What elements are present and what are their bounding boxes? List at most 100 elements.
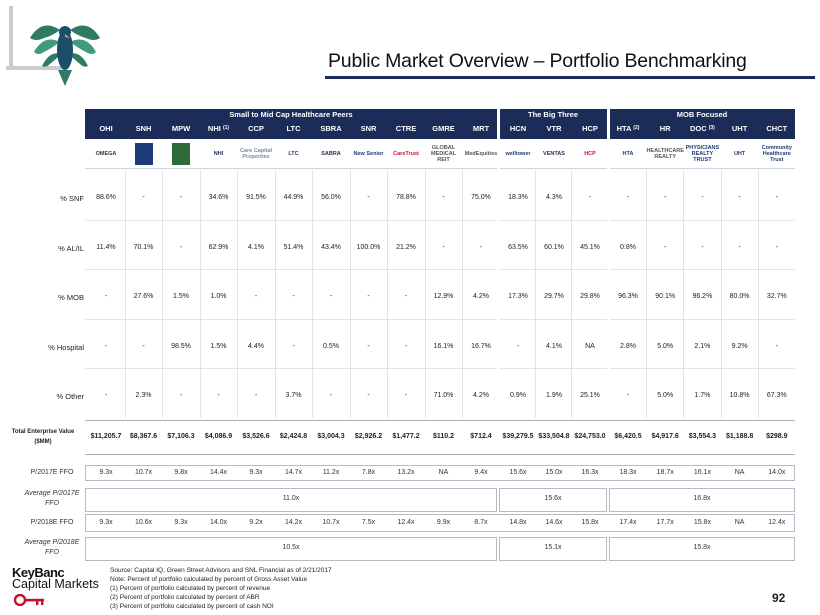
grid-vline bbox=[162, 170, 163, 418]
ticker-symbol: LTC bbox=[286, 124, 301, 133]
table-cell: 3.7% bbox=[285, 392, 302, 400]
average-value: 15.1x bbox=[544, 544, 562, 551]
ticker-symbol: CHCT bbox=[766, 124, 788, 133]
table-cell: 91.5% bbox=[246, 194, 266, 201]
ticker-sbra: SBRA bbox=[313, 120, 349, 137]
divider-above-tev bbox=[85, 420, 795, 421]
table-cell: 12.9% bbox=[433, 293, 454, 301]
multiple-value: 9.3x bbox=[249, 469, 263, 476]
average-box bbox=[609, 488, 795, 512]
multiple-value: 9.3x bbox=[99, 519, 113, 526]
group-separator bbox=[607, 109, 610, 419]
ticker-hcp: HCP bbox=[572, 120, 608, 137]
average-value: 11.0x bbox=[282, 495, 300, 502]
tev-value: $3,004.3 bbox=[317, 433, 345, 440]
multiple-value: 14.2x bbox=[284, 519, 303, 526]
tev-value: $11,205.7 bbox=[90, 433, 122, 440]
grid-hline bbox=[85, 219, 795, 221]
table-cell: 2.1% bbox=[694, 342, 711, 350]
title-underline bbox=[325, 76, 815, 79]
row-label: % MOB bbox=[58, 293, 84, 303]
average-box bbox=[609, 537, 795, 561]
ticker-ctre: CTRE bbox=[388, 120, 424, 137]
multiple-value: 10.7x bbox=[134, 469, 153, 476]
grid-vline bbox=[387, 170, 388, 418]
ticker-ltc: LTC bbox=[276, 120, 312, 137]
multiple-value: 14.4x bbox=[209, 469, 228, 476]
grid-hline bbox=[85, 269, 795, 271]
grid-vline bbox=[199, 170, 201, 418]
table-cell: 71.0% bbox=[433, 392, 454, 400]
multiple-value: 9.9x bbox=[436, 519, 451, 526]
tev-value: $1,477.2 bbox=[392, 433, 420, 440]
table-cell: 43.4% bbox=[321, 243, 341, 251]
header-band-mob bbox=[609, 109, 795, 139]
table-cell: 80.0% bbox=[729, 293, 750, 301]
group-separator bbox=[497, 109, 500, 419]
tev-value: $24,753.0 bbox=[574, 433, 606, 440]
brand-name: KeyBanc bbox=[12, 565, 65, 580]
company-logo: HEALTHCARE REALTY bbox=[646, 148, 684, 160]
tev-value: $2,926.2 bbox=[354, 433, 383, 440]
table-cell: 29.7% bbox=[544, 293, 564, 301]
table-cell: - bbox=[292, 342, 295, 350]
average-box bbox=[499, 537, 607, 561]
ticker-ccp: CCP bbox=[238, 120, 274, 137]
table-cell: 1.0% bbox=[210, 293, 227, 301]
table-cell: - bbox=[367, 342, 370, 350]
table-cell: 4.3% bbox=[546, 194, 562, 201]
ticker-mrt: MRT bbox=[463, 120, 499, 137]
table-cell: 4.2% bbox=[473, 293, 489, 301]
average-value: 15.6x bbox=[544, 495, 562, 502]
ticker-snr: SNR bbox=[351, 120, 387, 137]
table-cell: - bbox=[701, 194, 704, 201]
table-cell: - bbox=[329, 392, 333, 400]
group-label-small-mid: Small to Mid Cap Healthcare Peers bbox=[229, 110, 353, 119]
multiple-value: NA bbox=[438, 469, 449, 476]
footnote-line: Note: Percent of portfolio calculated by… bbox=[110, 576, 308, 583]
multiple-value: 13.2x bbox=[397, 469, 415, 476]
grid-vline bbox=[720, 170, 722, 418]
table-cell: 96.2% bbox=[692, 293, 713, 301]
company-logo: GLOBAL MEDICAL REIT bbox=[430, 145, 457, 163]
table-cell: - bbox=[479, 243, 483, 251]
ticker-uht: UHT bbox=[722, 120, 758, 137]
table-cell: - bbox=[367, 194, 370, 201]
average-box bbox=[85, 488, 497, 512]
group-label-big-three: The Big Three bbox=[527, 110, 578, 119]
ticker-symbol: CTRE bbox=[395, 124, 417, 133]
table-cell: 4.1% bbox=[248, 243, 264, 251]
multiple-value: 11.2x bbox=[322, 469, 340, 476]
company-logo: Community Healthcare Trust bbox=[761, 145, 792, 163]
tev-value: $7,106.3 bbox=[167, 433, 195, 440]
table-cell: 98.5% bbox=[171, 342, 191, 350]
ticker-symbol: GMRE bbox=[432, 124, 455, 133]
ticker-nhi: NHI (1) bbox=[201, 120, 237, 137]
table-cell: 34.6% bbox=[208, 194, 229, 201]
table-cell: - bbox=[179, 392, 183, 400]
ticker-symbol: DOC bbox=[689, 124, 707, 133]
table-cell: - bbox=[588, 194, 592, 201]
grid-vline bbox=[757, 170, 759, 418]
table-cell: 11.4% bbox=[96, 243, 116, 251]
table-cell: 2.3% bbox=[135, 392, 152, 400]
table-cell: 51.4% bbox=[283, 243, 304, 251]
table-cell: - bbox=[516, 342, 520, 350]
average-value: 16.8x bbox=[693, 495, 711, 502]
eagle-logo-icon bbox=[30, 25, 100, 86]
table-cell: 1.5% bbox=[173, 293, 189, 301]
company-logo: UHT bbox=[733, 151, 746, 157]
table-cell: 1.5% bbox=[210, 342, 227, 350]
table-cell: - bbox=[442, 243, 445, 251]
p2017-row-box bbox=[85, 465, 795, 481]
tev-value: $712.4 bbox=[470, 433, 492, 440]
table-cell: - bbox=[104, 342, 108, 350]
multiple-value: 9.3x bbox=[174, 519, 188, 526]
divider-below-tev bbox=[85, 454, 795, 455]
table-cell: 1.7% bbox=[694, 392, 711, 400]
table-cell: - bbox=[664, 243, 667, 251]
company-logo: welltower bbox=[505, 151, 531, 157]
tev-value: $3,526.6 bbox=[242, 433, 270, 440]
table-cell: 25.1% bbox=[580, 392, 600, 400]
table-cell: - bbox=[701, 243, 704, 251]
